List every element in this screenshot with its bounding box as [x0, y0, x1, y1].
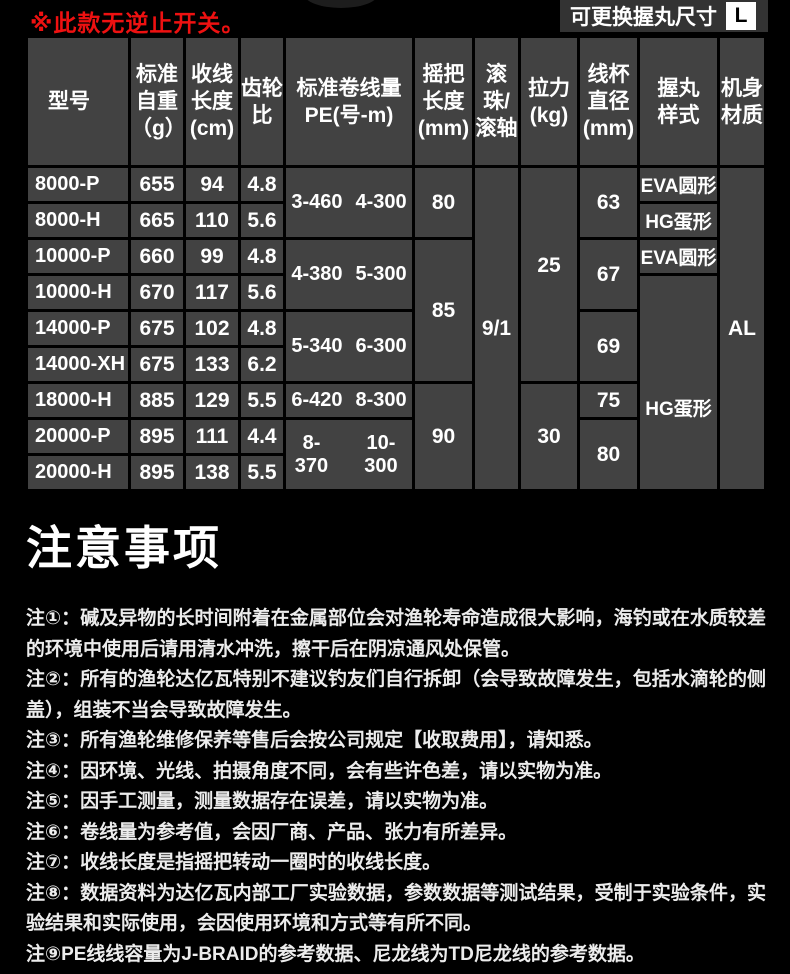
cell-retrieve: 99 [183, 237, 241, 276]
cell-knob-style: EVA圆形 [637, 237, 720, 276]
cell-weight: 675 [128, 309, 186, 348]
top-bar: ※此款无逆止开关。 可更换握丸尺寸 L [0, 0, 790, 36]
cell-gear: 4.4 [238, 417, 286, 456]
header-row: 型号 标准 自重 （g） 收线 长度 (cm) 齿轮比 标准卷线量 PE(号-m) 摇把长… [25, 35, 767, 168]
cell-line-capacity: 5-340 6-300 [283, 309, 415, 384]
cell-knob-style: HG蛋形 [637, 201, 720, 240]
cell-model: 14000-XH [25, 345, 131, 384]
note-item: 注⑧：数据资料为达亿瓦内部工厂实验数据，参数数据等测试结果，受制于实验条件，实验… [26, 882, 766, 935]
cell-retrieve: 102 [183, 309, 241, 348]
col-header-retrieve: 收线 长度 (cm) [183, 35, 241, 168]
cell-spool-diameter: 80 [577, 417, 640, 492]
cell-model: 10000-H [25, 273, 131, 312]
cell-weight: 665 [128, 201, 186, 240]
cell-weight: 655 [128, 165, 186, 204]
col-header-line-capacity: 标准卷线量 PE(号-m) [283, 35, 415, 168]
cell-retrieve: 110 [183, 201, 241, 240]
table-row: 8000-H 665 110 5.6 HG蛋形 [25, 201, 766, 240]
note-item: 注⑤：因手工测量，测量数据存在误差，请以实物为准。 [26, 791, 499, 812]
cell-gear: 4.8 [238, 237, 286, 276]
note-item: 注⑥：卷线量为参考值，会因厂商、产品、张力有所差异。 [26, 821, 518, 843]
cell-spool-diameter: 69 [577, 309, 640, 384]
cell-drag: 30 [518, 381, 580, 492]
cell-retrieve: 117 [183, 273, 241, 312]
col-header-weight: 标准 自重 （g） [128, 35, 186, 168]
table-row: 20000-H 895 138 5.5 [25, 453, 766, 492]
cell-gear: 5.6 [238, 273, 286, 312]
table-row: 18000-H 885 129 5.5 6-420 8-300 90 30 75 [25, 381, 766, 492]
col-header-drag: 拉力 (kg) [518, 35, 580, 168]
cell-gear: 4.8 [238, 309, 286, 348]
cell-weight: 660 [128, 237, 186, 276]
notes-title: 注意事项 [26, 522, 222, 574]
cell-bearings: 9/1 [472, 165, 521, 492]
col-header-model: 型号 [25, 35, 131, 168]
product-photo-edge-decoration [304, 0, 378, 8]
warning-text: ※此款无逆止开关。 [30, 10, 246, 36]
size-badge-label: 可更换握丸尺寸 [570, 6, 717, 29]
cell-model: 20000-H [25, 453, 131, 492]
cell-gear: 5.6 [238, 201, 286, 240]
cell-weight: 670 [128, 273, 186, 312]
note-item: 注①：碱及异物的长时间附着在金属部位会对渔轮寿命造成很大影响，海钓或在水质较差的… [26, 608, 766, 660]
cell-line-capacity: 6-420 8-300 [283, 381, 415, 420]
cell-gear: 5.5 [238, 381, 286, 420]
cell-model: 20000-P [25, 417, 131, 456]
col-header-handle-length: 摇把 长度 (mm) [412, 35, 475, 168]
table-row: 20000-P 895 111 4.4 8-370 10-300 80 [25, 417, 766, 492]
notes-section: 注意事项 注①：碱及异物的长时间附着在金属部位会对渔轮寿命造成很大影响，海钓或在… [0, 512, 790, 970]
size-badge: 可更换握丸尺寸 L [560, 0, 768, 32]
spec-table: 型号 标准 自重 （g） 收线 长度 (cm) 齿轮比 标准卷线量 PE(号-m) 摇把长… [25, 35, 767, 492]
cell-weight: 885 [128, 381, 186, 420]
cell-retrieve: 111 [183, 417, 241, 456]
table-row: 14000-XH 675 133 6.2 [25, 345, 766, 384]
cell-model: 8000-P [25, 165, 131, 204]
note-item: 注⑨PE线线容量为J-BRAID的参考数据、尼龙线为TD尼龙线的参考数据。 [26, 943, 645, 965]
cell-retrieve: 129 [183, 381, 241, 420]
cell-gear: 4.8 [238, 165, 286, 204]
cell-spool-diameter: 75 [577, 381, 640, 420]
cell-model: 8000-H [25, 201, 131, 240]
col-header-bearings: 滚珠/滚轴 [472, 35, 521, 168]
note-item: 注⑦：收线长度是指摇把转动一圈时的收线长度。 [26, 852, 442, 873]
note-item: 注②：所有的渔轮达亿瓦特别不建议钓友们自行拆卸（会导致故障发生，包括水滴轮的侧盖… [26, 669, 766, 721]
cell-gear: 6.2 [238, 345, 286, 384]
table-row: 8000-P 655 94 4.8 3-460 4-300 80 9/1 25 6… [25, 165, 767, 492]
size-badge-value: L [726, 2, 756, 30]
cell-model: 18000-H [25, 381, 131, 420]
cell-model: 10000-P [25, 237, 131, 276]
cell-retrieve: 138 [183, 453, 241, 492]
cell-line-capacity: 8-370 10-300 [283, 417, 415, 492]
table-row: 10000-H 670 117 5.6 HG蛋形 [25, 273, 766, 492]
cell-body-material: AL [717, 165, 767, 492]
cell-weight: 895 [128, 417, 186, 456]
col-header-knob-style: 握丸 样式 [637, 35, 720, 168]
cell-model: 14000-P [25, 309, 131, 348]
cell-retrieve: 94 [183, 165, 241, 204]
cell-line-capacity: 4-380 5-300 [283, 237, 415, 312]
cell-weight: 895 [128, 453, 186, 492]
cell-handle-length: 85 [412, 237, 475, 384]
cell-spool-diameter: 67 [577, 237, 640, 312]
table-row: 10000-P 660 99 4.8 4-380 5-300 85 67 EVA圆… [25, 237, 766, 384]
cell-knob-style: EVA圆形 [637, 165, 720, 204]
col-header-gear-ratio: 齿轮比 [238, 35, 286, 168]
cell-spool-diameter: 63 [577, 165, 640, 240]
note-item: 注③：所有渔轮维修保养等售后会按公司规定【收取费用】，请知悉。 [26, 730, 603, 751]
note-item: 注④：因环境、光线、拍摄角度不同，会有些许色差，请以实物为准。 [26, 760, 613, 782]
cell-retrieve: 133 [183, 345, 241, 384]
cell-gear: 5.5 [238, 453, 286, 492]
cell-drag: 25 [518, 165, 580, 384]
cell-weight: 675 [128, 345, 186, 384]
col-header-body-material: 机身 材质 [717, 35, 767, 168]
cell-handle-length: 80 [412, 165, 475, 240]
table-row: 14000-P 675 102 4.8 5-340 6-300 69 [25, 309, 766, 384]
col-header-spool-diameter: 线杯 直径 (mm) [577, 35, 640, 168]
cell-line-capacity: 3-460 4-300 [283, 165, 415, 240]
cell-handle-length: 90 [412, 381, 475, 492]
cell-knob-style: HG蛋形 [637, 273, 720, 492]
